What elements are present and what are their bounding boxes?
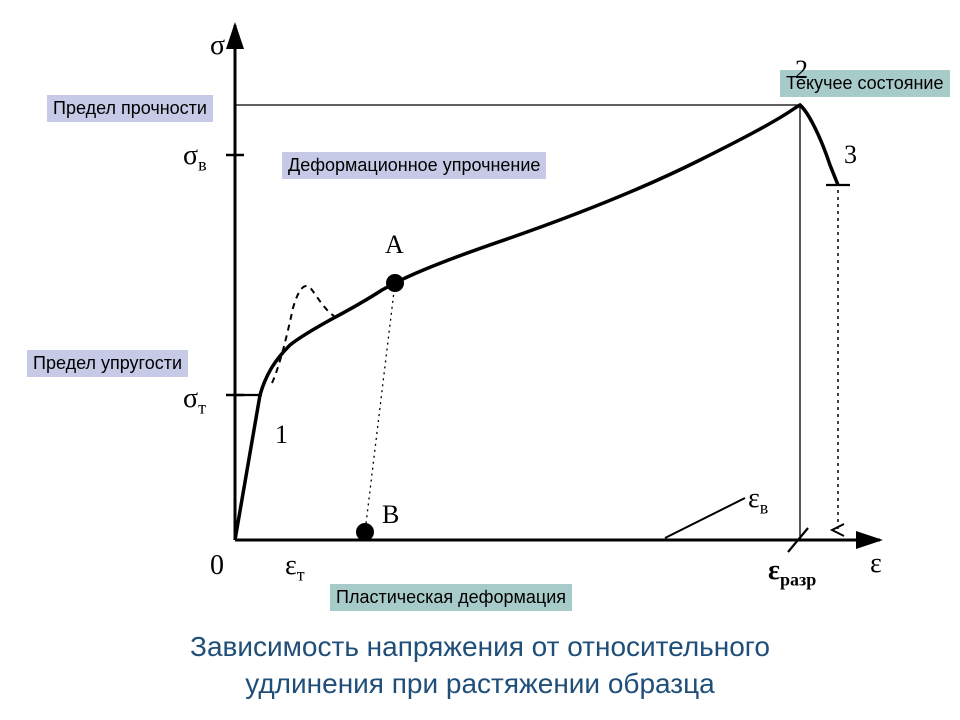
point-a: [386, 274, 404, 292]
caption: Зависимость напряжения от относительного…: [0, 629, 960, 702]
number-2: 2: [795, 55, 808, 85]
label-point-a: A: [385, 230, 404, 260]
label-point-b: B: [382, 500, 399, 530]
axis-eps-t: εт: [285, 550, 305, 586]
point-b: [356, 523, 374, 541]
ab-dotted: [365, 283, 395, 532]
number-3: 3: [844, 140, 857, 170]
axis-sigma-b: σв: [183, 140, 207, 176]
axis-sigma-t: σт: [183, 383, 206, 419]
label-strain-hardening: Деформационное упрочнение: [282, 152, 546, 179]
label-plastic-deformation: Пластическая деформация: [330, 584, 572, 611]
axis-origin: 0: [210, 550, 224, 582]
axis-sigma: σ: [210, 30, 225, 62]
label-elastic-limit: Предел упругости: [27, 350, 188, 377]
axis-eps-b: εв: [748, 483, 768, 519]
eps-b-leader: [665, 498, 745, 538]
number-1: 1: [275, 420, 288, 450]
axis-eps: ε: [870, 548, 882, 580]
label-ultimate-strength: Предел прочности: [47, 95, 213, 122]
axis-eps-razr: εразр: [768, 555, 816, 591]
